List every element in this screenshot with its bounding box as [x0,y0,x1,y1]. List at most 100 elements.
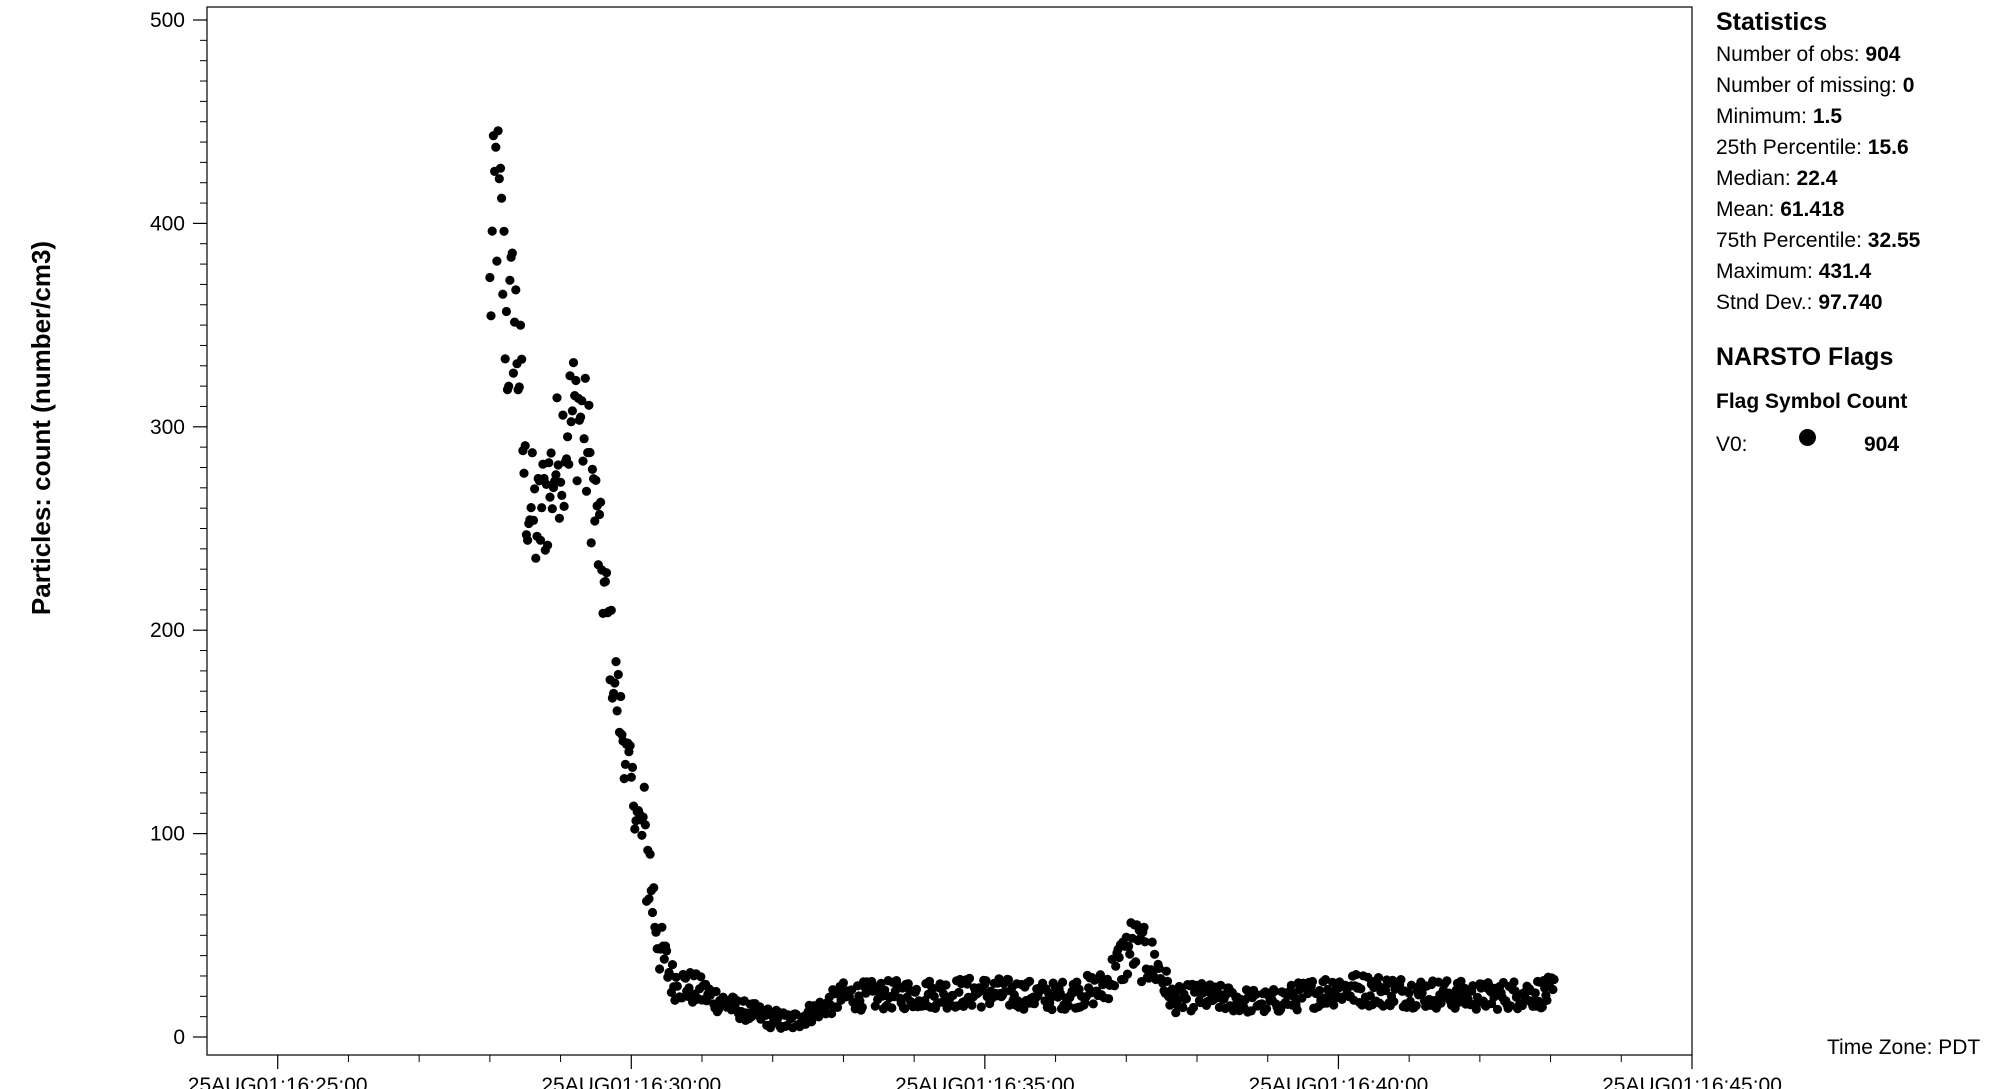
data-point [857,1002,867,1012]
statistic-row: Number of obs: 904 [1716,39,2006,70]
data-point [696,972,706,982]
data-point [1058,977,1068,987]
data-point [517,354,527,364]
data-point [1270,986,1280,996]
data-point [612,706,622,716]
data-point [556,477,566,487]
data-point [553,460,563,470]
data-point [1181,994,1191,1004]
y-tick-label: 200 [150,619,185,642]
statistic-row: Stnd Dev.: 97.740 [1716,287,2006,318]
data-point [590,516,600,526]
data-point [554,513,565,523]
data-point [526,503,536,513]
data-point [495,163,506,173]
data-point [1216,980,1226,990]
flag-row-v0: V0: 904 [1716,429,2006,460]
data-point [1104,994,1114,1004]
data-point [514,382,524,392]
data-point [647,907,658,918]
x-tick-label: 25AUG01:16:35:00 [895,1074,1075,1089]
data-point [619,774,629,784]
data-point [626,772,636,782]
data-point [511,285,521,295]
data-point [1178,1002,1188,1013]
statistics-list: Number of obs: 904 Number of missing: 0 Mi… [1716,39,2006,318]
statistic-value: 1.5 [1812,105,1843,128]
statistic-label: Stnd Dev.: [1716,291,1819,314]
data-point [981,976,991,986]
data-point [1404,988,1414,998]
data-point [814,1012,824,1022]
data-point [563,432,573,442]
data-point [501,306,511,317]
data-point [1290,992,1300,1003]
data-point [487,226,497,236]
data-point [655,964,665,974]
data-point [630,824,640,834]
statistic-label: Number of obs: [1716,43,1866,66]
data-point [1107,954,1117,965]
data-point [566,417,576,427]
x-tick-label: 25AUG01:16:25:00 [188,1074,368,1089]
data-point [1154,963,1164,974]
data-point [600,576,611,587]
data-point [672,981,682,991]
data-point [1025,976,1035,986]
data-point [1537,1002,1547,1012]
statistic-value: 15.6 [1867,136,1909,159]
data-point [1125,949,1135,959]
y-tick-label: 0 [173,1026,185,1049]
data-point [1456,976,1466,986]
data-point [640,820,651,830]
data-point [1548,984,1558,995]
statistic-label: 25th Percentile: [1716,136,1868,159]
data-point [832,1002,843,1013]
data-point [519,468,529,478]
data-point [1363,972,1373,983]
data-point [1063,1001,1074,1011]
data-point [547,504,557,514]
y-tick-label: 100 [150,823,185,846]
x-tick-label: 25AUG01:16:45:00 [1602,1074,1782,1089]
data-point [551,470,561,480]
data-point [585,447,595,458]
data-point [1261,1004,1272,1014]
data-point [541,479,552,489]
data-point [1047,1004,1057,1015]
flag-count: 904 [1864,433,1900,456]
statistic-label: Median: [1716,167,1797,190]
data-point [616,691,626,702]
data-point [523,535,533,545]
data-point [1389,997,1399,1007]
data-point [1173,995,1183,1005]
data-point [1124,941,1134,952]
data-point [491,142,501,152]
data-point [1542,995,1552,1006]
data-point [1131,957,1141,967]
data-point [964,973,975,984]
data-point [911,984,922,995]
data-point [1088,999,1098,1009]
data-point [610,678,620,688]
data-point [649,883,659,893]
statistic-label: 75th Percentile: [1716,229,1868,252]
timezone-label: Time Zone: PDT [1827,1036,1981,1059]
data-point [1162,976,1173,986]
data-point [568,358,579,368]
flags-header: Flag Symbol Count [1716,390,1908,413]
data-point [645,849,655,859]
data-point [543,540,553,550]
data-point [772,1014,783,1024]
data-point [620,759,631,770]
data-point [887,1003,897,1013]
data-point [942,1003,952,1013]
data-point [613,669,623,680]
data-point [571,375,581,386]
plot-frame [206,6,1693,1056]
data-point [1356,984,1366,994]
data-point [576,412,586,422]
data-point [1140,937,1150,947]
data-point [1329,1000,1339,1010]
x-axis: 25AUG01:16:25:00 25AUG01:16:30:00 25AUG01:… [188,1055,1782,1089]
